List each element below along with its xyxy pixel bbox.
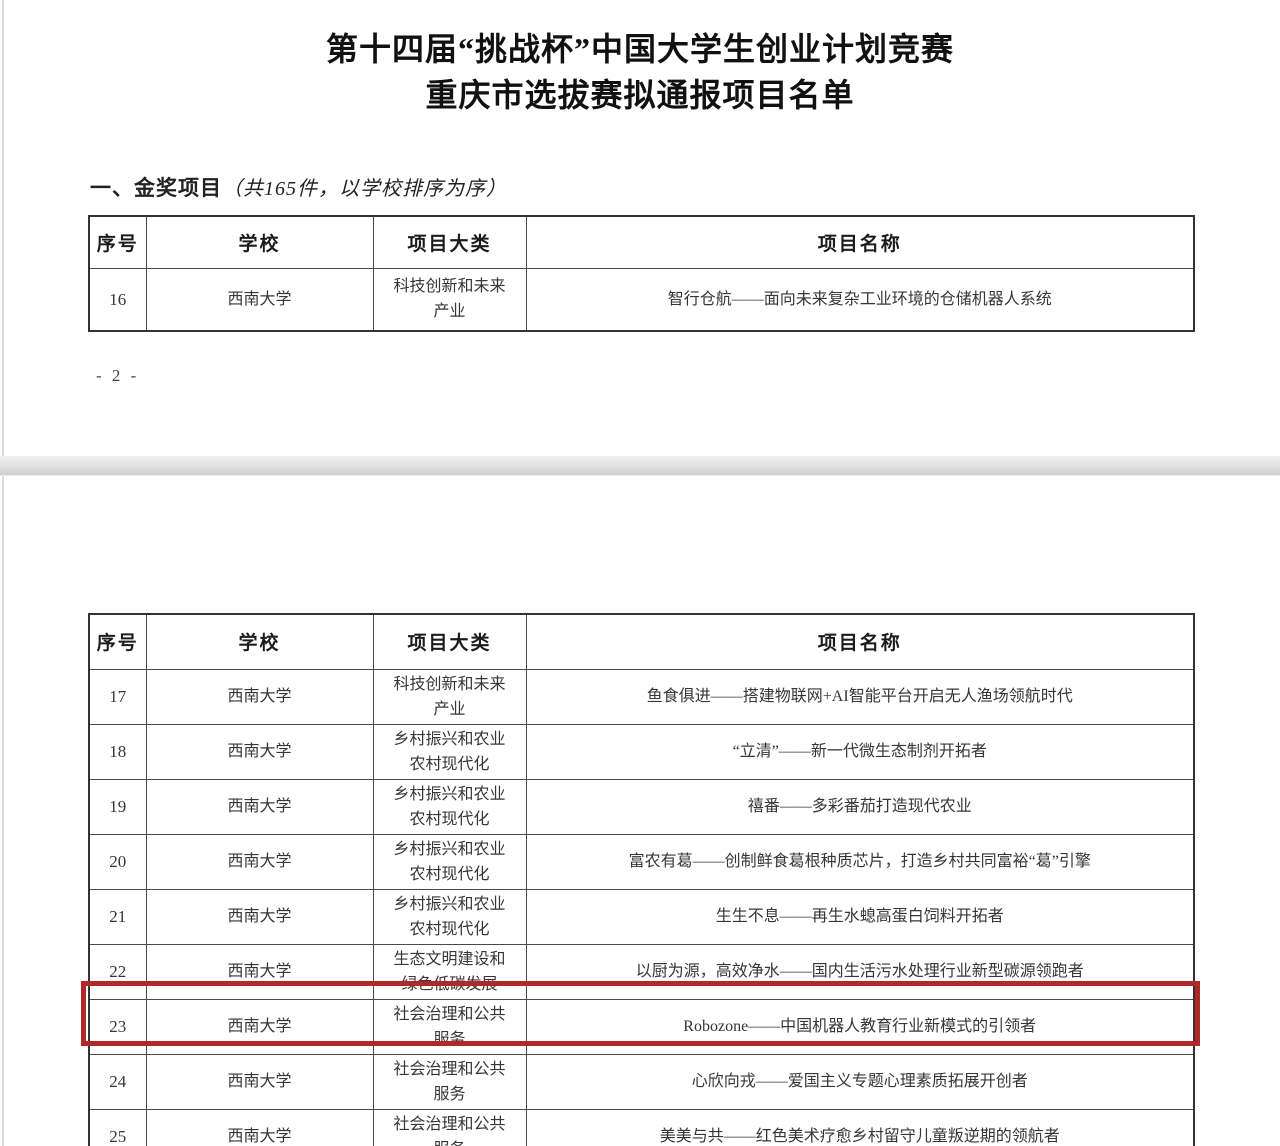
column-header-1: 学校 bbox=[145, 613, 374, 670]
no-cell: 19 bbox=[88, 778, 147, 835]
no-cell: 18 bbox=[88, 723, 147, 780]
school-cell: 西南大学 bbox=[145, 943, 374, 1000]
cat-cell: 社会治理和公共服务 bbox=[372, 1108, 527, 1146]
cat-cell: 乡村振兴和农业农村现代化 bbox=[372, 778, 527, 835]
column-header-1: 学校 bbox=[145, 215, 374, 269]
table-row: 25西南大学社会治理和公共服务美美与共——红色美术疗愈乡村留守儿童叛逆期的领航者 bbox=[88, 1108, 1195, 1146]
no-cell: 17 bbox=[88, 668, 147, 725]
section-heading-label: 一、金奖项目 bbox=[90, 177, 222, 200]
no-cell: 22 bbox=[88, 943, 147, 1000]
cat-cell: 科技创新和未来产业 bbox=[372, 267, 527, 332]
column-header-2: 项目大类 bbox=[372, 215, 527, 269]
school-cell: 西南大学 bbox=[145, 267, 374, 332]
table-row: 21 西南大学 乡村振兴和农业农村现代化 生生不息——再生水螅高蛋白饲料开拓者 bbox=[88, 888, 1195, 945]
proj-cell: 生生不息——再生水螅高蛋白饲料开拓者 bbox=[525, 888, 1195, 945]
gold-award-table-page3: 序号 学校 项目大类 项目名称 17 西南大学 科技创新和未来产业 鱼食俱进——搭建物联网+… bbox=[81, 613, 1200, 1146]
proj-cell: 禧番——多彩番茄打造现代农业 bbox=[525, 778, 1195, 835]
school-cell: 西南大学 bbox=[145, 1053, 374, 1110]
table-row: 24 西南大学 社会治理和公共服务 心欣向戎——爱国主义专题心理素质拓展开创者 bbox=[88, 1053, 1195, 1110]
page-edge-line bbox=[2, 0, 4, 1146]
cat-cell: 乡村振兴和农业农村现代化 bbox=[372, 888, 527, 945]
school-cell: 西南大学 bbox=[145, 668, 374, 725]
proj-cell: 美美与共——红色美术疗愈乡村留守儿童叛逆期的领航者 bbox=[525, 1108, 1195, 1146]
no-cell: 16 bbox=[88, 267, 147, 332]
table-header-row: 序号 学校 项目大类 项目名称 bbox=[88, 613, 1195, 670]
cat-cell: 乡村振兴和农业农村现代化 bbox=[372, 833, 527, 890]
section-heading: 一、金奖项目（共165件，以学校排序为序） bbox=[90, 172, 507, 202]
cat-cell: 生态文明建设和绿色低碳发展 bbox=[372, 943, 527, 1000]
gold-award-table-page2: 序号 学校 项目大类 项目名称 16 西南大学 科技创新和未来产业 智行仓航——面向未来复杂… bbox=[88, 215, 1195, 332]
school-cell: 西南大学 bbox=[145, 723, 374, 780]
no-cell: 21 bbox=[88, 888, 147, 945]
proj-cell: 以厨为源，高效净水——国内生活污水处理行业新型碳源领跑者 bbox=[525, 943, 1195, 1000]
proj-cell: “立清”——新一代微生态制剂开拓者 bbox=[525, 723, 1195, 780]
cat-cell: 乡村振兴和农业农村现代化 bbox=[372, 723, 527, 780]
document-title-line1: 第十四届“挑战杯”中国大学生创业计划竞赛 bbox=[325, 31, 954, 67]
proj-cell: 鱼食俱进——搭建物联网+AI智能平台开启无人渔场领航时代 bbox=[525, 668, 1195, 725]
document-title: 第十四届“挑战杯”中国大学生创业计划竞赛 重庆市选拔赛拟通报项目名单 bbox=[0, 26, 1280, 118]
no-cell: 25 bbox=[88, 1108, 147, 1146]
school-cell: 西南大学 bbox=[145, 833, 374, 890]
table-body: 16 西南大学 科技创新和未来产业 智行仓航——面向未来复杂工业环境的仓储机器人系统 bbox=[88, 267, 1195, 332]
table-row: 23 西南大学 社会治理和公共服务 Robozone——中国机器人教育行业新模式的引领… bbox=[88, 998, 1195, 1055]
school-cell: 西南大学 bbox=[145, 998, 374, 1055]
no-cell: 23 bbox=[88, 998, 147, 1055]
column-header-3: 项目名称 bbox=[525, 215, 1195, 269]
column-header-3: 项目名称 bbox=[525, 613, 1195, 670]
project-table: 序号 学校 项目大类 项目名称 17 西南大学 科技创新和未来产业 鱼食俱进——搭建物联网+… bbox=[88, 613, 1195, 1146]
table-row: 18 西南大学 乡村振兴和农业农村现代化 “立清”——新一代微生态制剂开拓者 bbox=[88, 723, 1195, 780]
school-cell: 西南大学 bbox=[145, 1108, 374, 1146]
table-body: 17 西南大学 科技创新和未来产业 鱼食俱进——搭建物联网+AI智能平台开启无人渔场领… bbox=[88, 668, 1195, 1146]
section-heading-note: （共165件，以学校排序为序） bbox=[222, 178, 507, 200]
page-number: - 2 - bbox=[96, 366, 140, 385]
column-header-0: 序号 bbox=[88, 613, 147, 670]
cat-cell: 社会治理和公共服务 bbox=[372, 1053, 527, 1110]
cat-cell: 科技创新和未来产业 bbox=[372, 668, 527, 725]
proj-cell: 富农有葛——创制鲜食葛根种质芯片，打造乡村共同富裕“葛”引擎 bbox=[525, 833, 1195, 890]
school-cell: 西南大学 bbox=[145, 888, 374, 945]
proj-cell: 智行仓航——面向未来复杂工业环境的仓储机器人系统 bbox=[525, 267, 1195, 332]
table-row: 19 西南大学 乡村振兴和农业农村现代化 禧番——多彩番茄打造现代农业 bbox=[88, 778, 1195, 835]
table-row: 16 西南大学 科技创新和未来产业 智行仓航——面向未来复杂工业环境的仓储机器人系统 bbox=[88, 267, 1195, 332]
table-row: 22 西南大学 生态文明建设和绿色低碳发展 以厨为源，高效净水——国内生活污水处理行业… bbox=[88, 943, 1195, 1000]
cat-cell: 社会治理和公共服务 bbox=[372, 998, 527, 1055]
table-header-row: 序号 学校 项目大类 项目名称 bbox=[88, 215, 1195, 269]
table-row: 20 西南大学 乡村振兴和农业农村现代化 富农有葛——创制鲜食葛根种质芯片，打造乡村共… bbox=[88, 833, 1195, 890]
proj-cell: 心欣向戎——爱国主义专题心理素质拓展开创者 bbox=[525, 1053, 1195, 1110]
column-header-0: 序号 bbox=[88, 215, 147, 269]
table-row: 17 西南大学 科技创新和未来产业 鱼食俱进——搭建物联网+AI智能平台开启无人渔场领… bbox=[88, 668, 1195, 725]
document-title-line2: 重庆市选拔赛拟通报项目名单 bbox=[425, 77, 855, 113]
proj-cell: Robozone——中国机器人教育行业新模式的引领者 bbox=[525, 998, 1195, 1055]
column-header-2: 项目大类 bbox=[372, 613, 527, 670]
school-cell: 西南大学 bbox=[145, 778, 374, 835]
page-break-separator bbox=[0, 456, 1280, 476]
no-cell: 20 bbox=[88, 833, 147, 890]
project-table: 序号 学校 项目大类 项目名称 16 西南大学 科技创新和未来产业 智行仓航——面向未来复杂… bbox=[88, 215, 1195, 332]
no-cell: 24 bbox=[88, 1053, 147, 1110]
